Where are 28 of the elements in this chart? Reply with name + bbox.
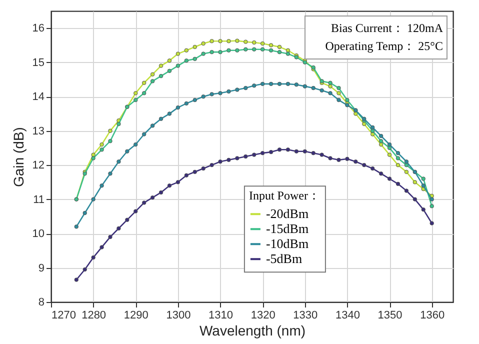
legend-label: -5dBm [266,251,302,266]
y-tick-label: 13 [32,125,44,138]
x-tick-label: 1300 [166,310,191,322]
annotation: Bias Current： 120mA [331,21,444,35]
legend-label: -15dBm [266,221,309,236]
x-tick-label: 1330 [293,310,318,322]
y-tick-label: 12 [32,160,44,172]
legend-label: -20dBm [266,206,309,222]
x-tick-label: 1290 [124,310,148,322]
y-tick-label: 8 [38,296,44,308]
x-tick-label: 1320 [250,310,276,322]
x-tick-label: 1270 [52,310,76,322]
x-axis-title: Wavelength (nm) [199,322,306,338]
x-tick-label: 1340 [335,310,360,322]
annotation: Operating Temp： 25°C [325,39,443,53]
x-tick-label: 1360 [420,310,445,322]
y-tick-label: 15 [32,56,44,69]
y-tick-label: 11 [33,194,44,206]
x-tick-label: 1280 [82,310,106,322]
y-axis-title: Gain (dB) [10,127,26,187]
legend-title: Input Power： [248,188,320,203]
x-tick-label: 1350 [378,310,402,322]
y-tick-label: 14 [32,91,44,104]
x-tick-label: 1310 [208,310,234,322]
legend-label: -10dBm [266,236,309,252]
y-tick-label: 16 [32,22,44,35]
y-tick-label: 9 [38,262,44,274]
y-tick-label: 10 [32,228,44,240]
